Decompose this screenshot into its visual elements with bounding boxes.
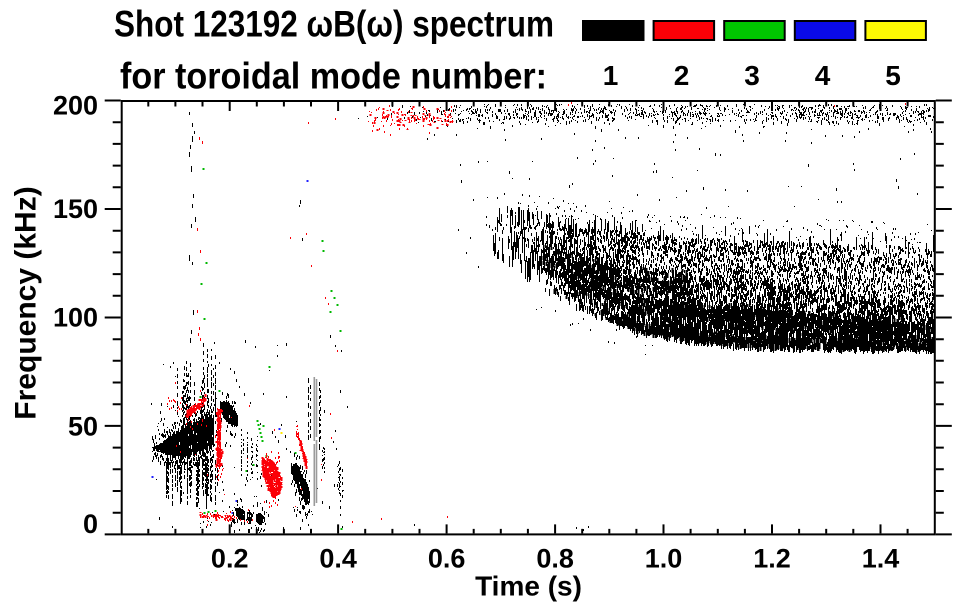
svg-text:1.2: 1.2 — [753, 544, 791, 574]
svg-text:Frequency (kHz): Frequency (kHz) — [10, 186, 43, 419]
svg-text:0.6: 0.6 — [428, 544, 466, 574]
svg-text:1.0: 1.0 — [645, 544, 683, 574]
svg-text:0.8: 0.8 — [536, 544, 574, 574]
svg-text:0: 0 — [83, 509, 98, 539]
svg-text:Time (s): Time (s) — [475, 571, 582, 602]
svg-text:0.4: 0.4 — [319, 544, 357, 574]
svg-text:Shot 123192 ωB(ω) spectrum: Shot 123192 ωB(ω) spectrum — [114, 4, 554, 45]
svg-text:100: 100 — [53, 302, 98, 332]
svg-text:4: 4 — [815, 60, 831, 91]
svg-text:150: 150 — [53, 194, 98, 224]
svg-text:2: 2 — [674, 60, 690, 91]
svg-text:200: 200 — [53, 90, 98, 120]
svg-text:50: 50 — [68, 411, 98, 441]
svg-text:1.4: 1.4 — [862, 544, 900, 574]
svg-text:1: 1 — [603, 60, 619, 91]
svg-text:5: 5 — [885, 60, 901, 91]
svg-text:3: 3 — [744, 60, 760, 91]
svg-text:for toroidal mode number:: for toroidal mode number: — [120, 56, 547, 97]
svg-text:0.2: 0.2 — [211, 544, 249, 574]
